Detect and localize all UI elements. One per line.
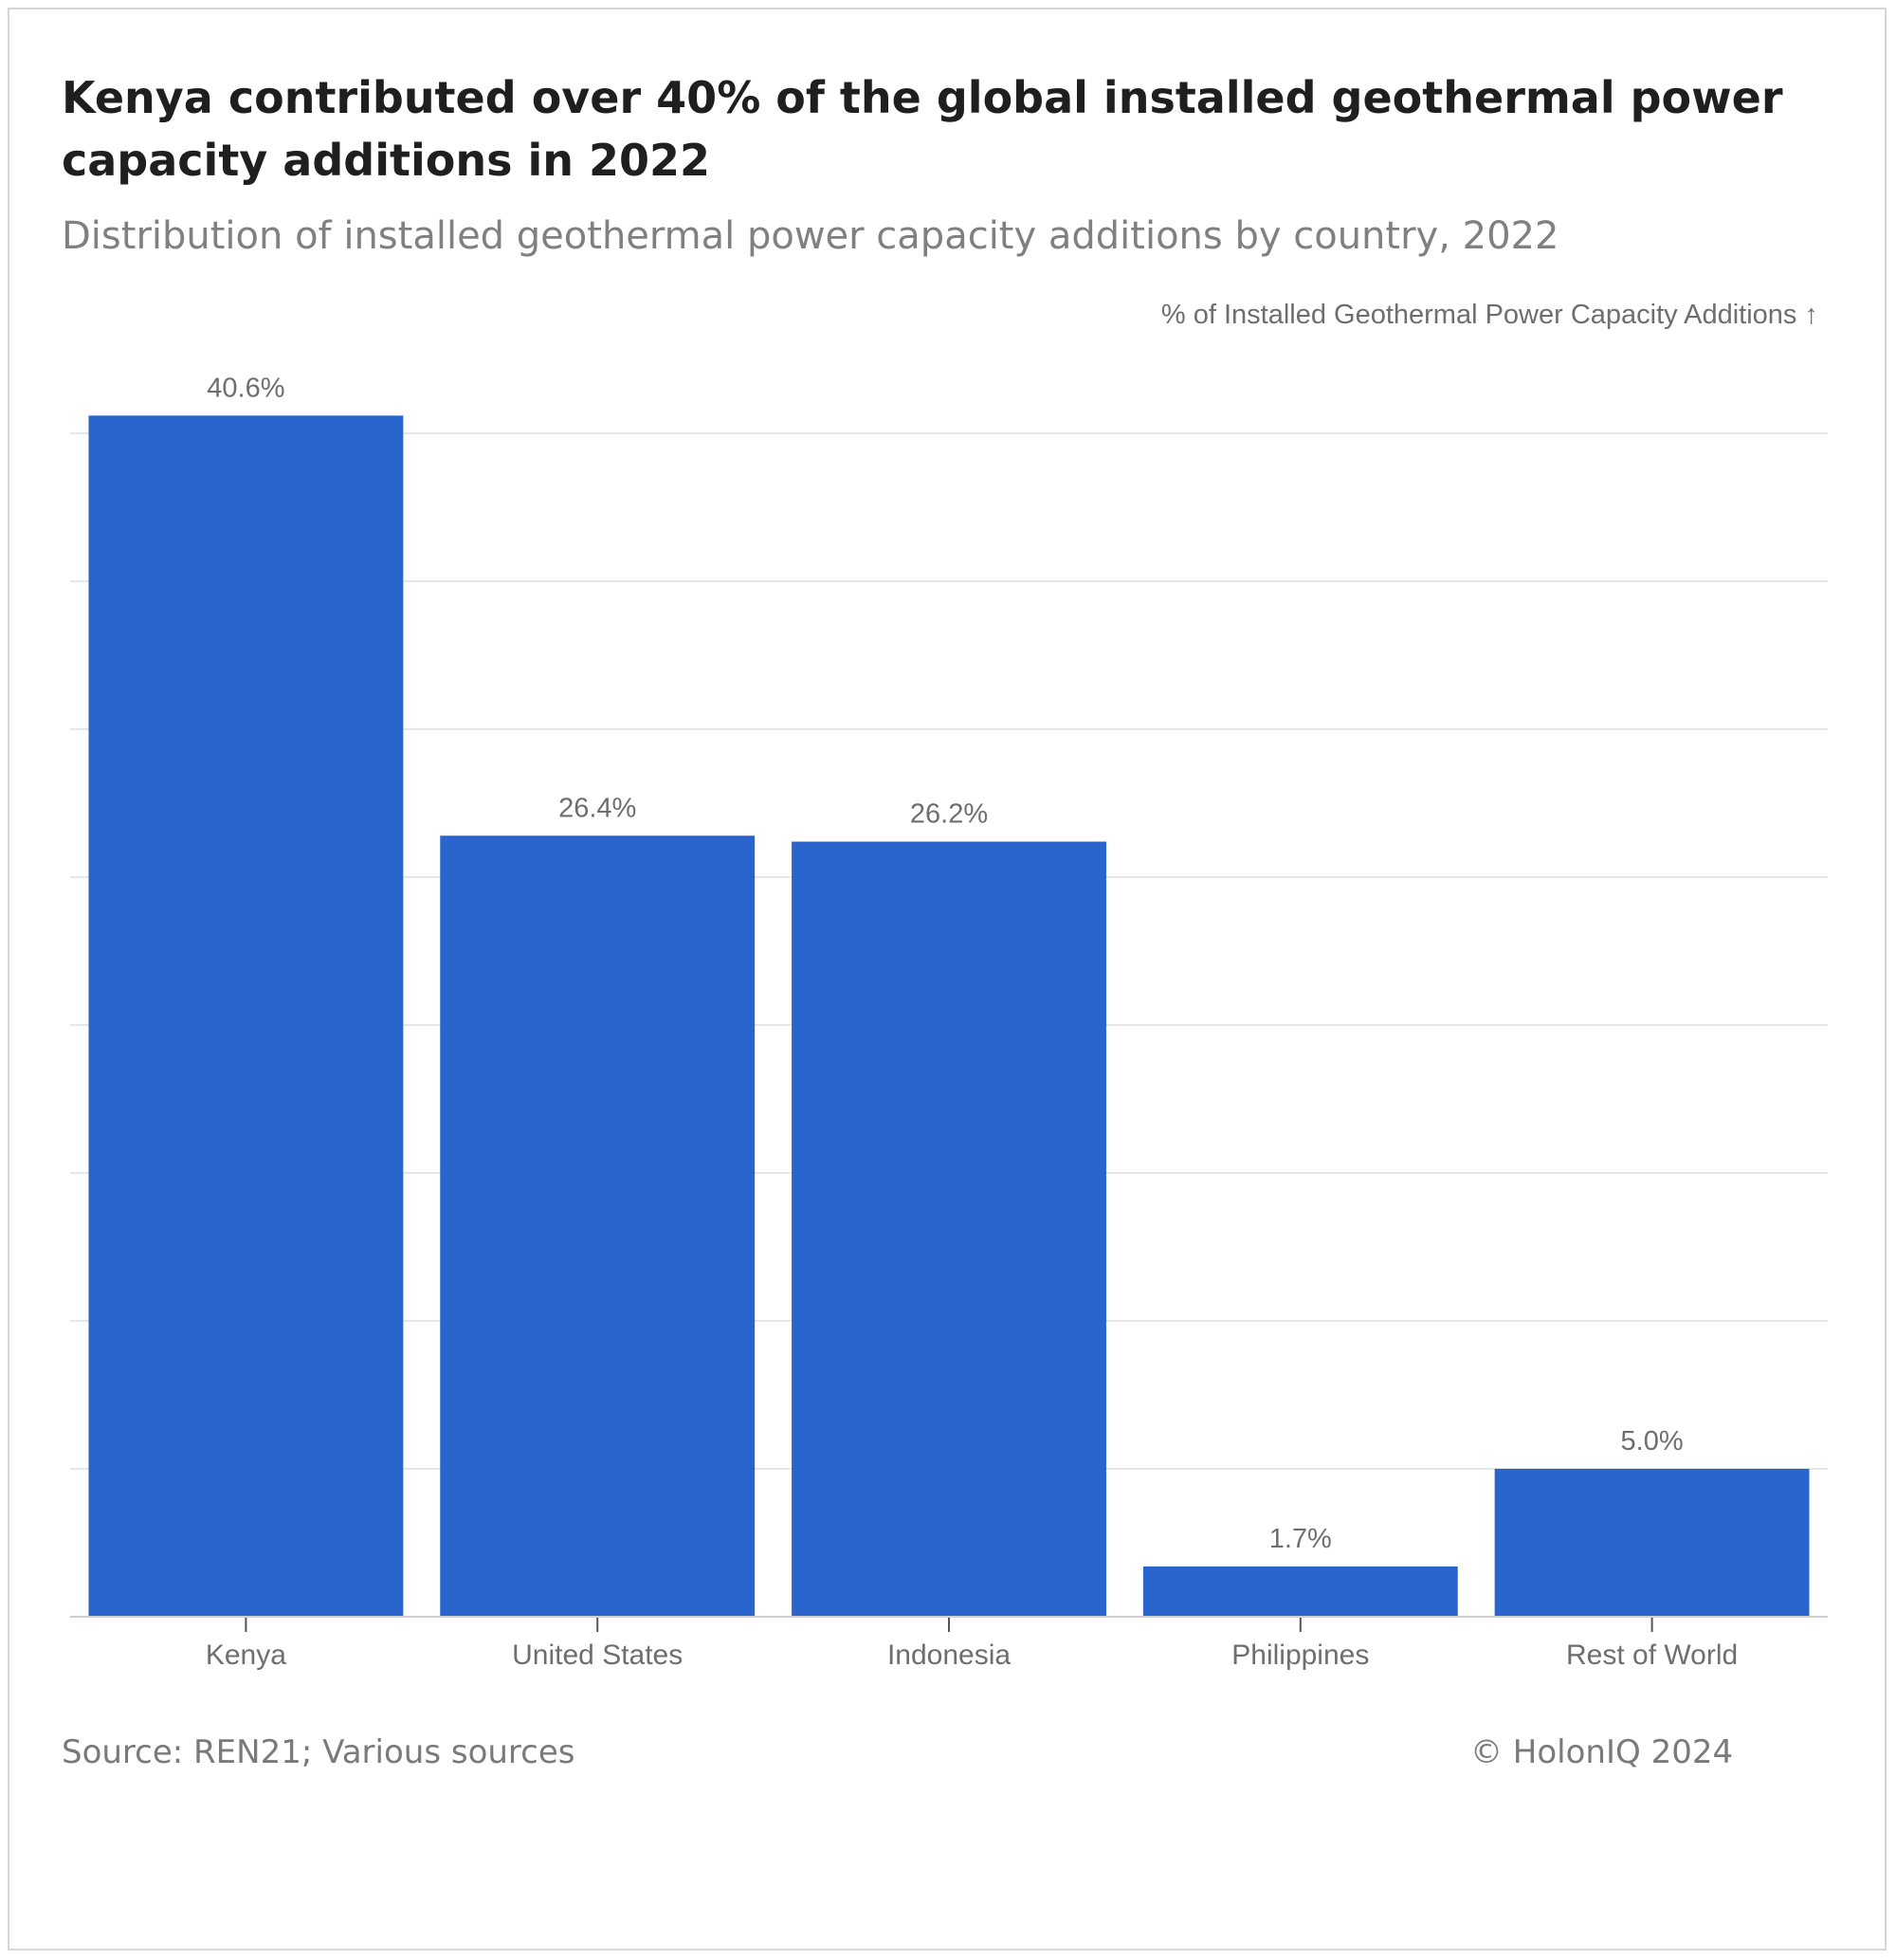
bar-label-rest-of-world: 5.0% bbox=[1621, 1426, 1684, 1456]
bar-indonesia bbox=[792, 841, 1106, 1617]
bar-philippines bbox=[1142, 1566, 1458, 1617]
chart-subtitle: Distribution of installed geothermal pow… bbox=[62, 214, 1559, 258]
bar-chart: 40.6% 26.4% 26.2% 1.7% 5.0% Kenya United Stat… bbox=[70, 300, 1828, 1671]
bar-kenya bbox=[88, 415, 404, 1617]
x-tick-label-united-states: United States bbox=[512, 1639, 683, 1671]
bar-label-indonesia: 26.2% bbox=[910, 799, 988, 830]
x-tick-label-kenya: Kenya bbox=[206, 1639, 286, 1671]
source-note: Source: REN21; Various sources bbox=[62, 1733, 575, 1771]
y-axis-title: % of Installed Geothermal Power Capacity… bbox=[1161, 300, 1818, 330]
bar-label-kenya: 40.6% bbox=[207, 373, 284, 403]
x-tick-label-rest-of-world: Rest of World bbox=[1566, 1639, 1738, 1671]
chart-title: Kenya contributed over 40% of the global… bbox=[62, 72, 1783, 186]
x-tick-label-indonesia: Indonesia bbox=[887, 1639, 1011, 1671]
x-axis: Kenya United States Indonesia Philippines Re… bbox=[70, 1616, 1828, 1671]
bar-label-philippines: 1.7% bbox=[1269, 1524, 1332, 1554]
bar-label-united-states: 26.4% bbox=[558, 793, 636, 823]
x-tick-label-philippines: Philippines bbox=[1231, 1639, 1369, 1671]
bar-united-states bbox=[440, 835, 756, 1617]
bar-rest-of-world bbox=[1494, 1469, 1810, 1617]
bars bbox=[88, 415, 1810, 1617]
bar-labels: 40.6% 26.4% 26.2% 1.7% 5.0% bbox=[207, 373, 1683, 1554]
copyright-note: © HolonIQ 2024 bbox=[1470, 1733, 1734, 1771]
